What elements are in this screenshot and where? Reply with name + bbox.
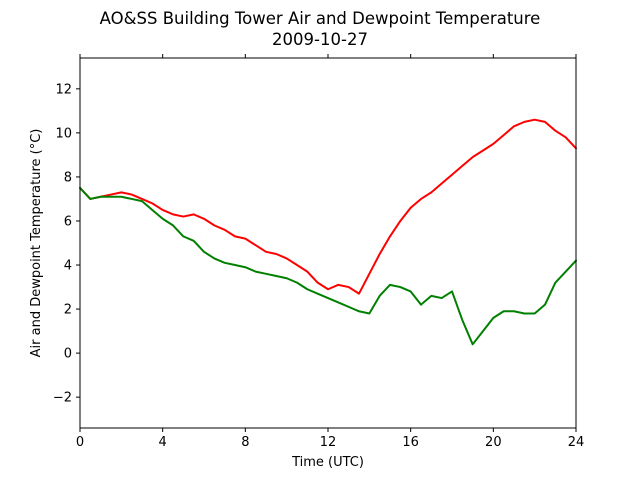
y-tick-label: 2	[64, 303, 72, 318]
plot-frame	[79, 57, 577, 429]
y-tick-label: 12	[55, 82, 72, 97]
y-axis-label: Air and Dewpoint Temperature (°C)	[29, 129, 44, 358]
x-tick-label: 8	[241, 435, 249, 450]
y-tick-label: 10	[55, 126, 72, 141]
chart-title: AO&SS Building Tower Air and Dewpoint Te…	[100, 9, 541, 28]
chart-subtitle: 2009-10-27	[272, 30, 368, 49]
y-tick-label: 8	[64, 170, 72, 185]
x-tick-label: 16	[402, 435, 419, 450]
x-tick-label: 24	[568, 435, 585, 450]
x-tick-label: 20	[485, 435, 502, 450]
y-tick-label: 4	[64, 259, 72, 274]
x-tick-label: 0	[76, 435, 84, 450]
series-line	[79, 186, 577, 346]
y-tick-label: 6	[64, 214, 72, 229]
x-tick-label: 4	[159, 435, 167, 450]
x-tick-label: 12	[320, 435, 337, 450]
y-tick-label: 0	[64, 347, 72, 362]
series-line	[79, 118, 577, 295]
y-tick-label: −2	[53, 391, 72, 406]
x-axis-label: Time (UTC)	[291, 455, 364, 470]
